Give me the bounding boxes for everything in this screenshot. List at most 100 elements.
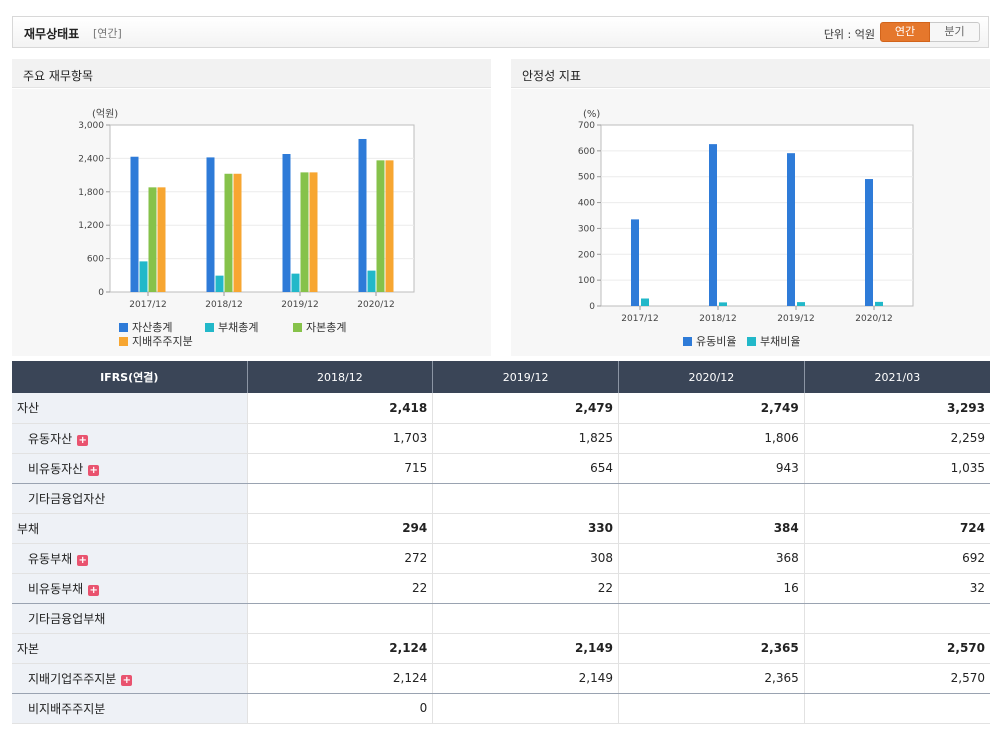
value-cell: 330 [432, 513, 619, 544]
financial-items-chart-panel: (억원) 3,000 2,400 1,800 1,200 600 0 2017/12 2018/… [12, 89, 491, 356]
value-cell: 368 [618, 543, 805, 574]
legend-swatch [293, 323, 302, 332]
x-tick-label: 2019/12 [777, 314, 814, 324]
row-label: 지배기업주주지분 [28, 671, 117, 686]
value-cell [618, 483, 805, 514]
value-cell: 2,570 [803, 633, 990, 664]
table-row: 자산 2,418 2,479 2,749 3,293 [12, 393, 990, 424]
bar-1 [130, 156, 139, 292]
balance-sheet-table: IFRS(연결) 2018/12 2019/12 2020/12 2021/03… [12, 361, 990, 724]
legend-item: 지배주주지분 [119, 333, 193, 349]
table-row: 유동부채 +272 308 368 692 [12, 543, 990, 574]
value-cell: 1,703 [246, 423, 433, 454]
bar-4 [233, 173, 242, 292]
y-tick-label: 400 [578, 199, 595, 209]
row-label-cell: 부채 [12, 513, 247, 544]
value-cell: 0 [246, 693, 433, 724]
value-cell: 2,259 [803, 423, 990, 454]
x-tick-label: 2020/12 [855, 314, 892, 324]
x-tick-label: 2019/12 [281, 300, 318, 310]
bar-1 [206, 157, 215, 292]
column-header: 2020/12 [618, 361, 805, 393]
table-row: 비유동부채 +22 22 16 32 [12, 573, 990, 604]
row-label-cell: 자산 [12, 393, 247, 424]
bar-3 [376, 160, 385, 292]
ifrs-header: IFRS(연결) [12, 361, 247, 393]
bar-2 [215, 275, 224, 292]
value-cell: 2,418 [246, 393, 433, 424]
row-label: 자본 [17, 641, 40, 656]
value-cell [803, 483, 990, 514]
left-panel-title: 주요 재무항목 [23, 69, 94, 83]
value-cell: 32 [803, 573, 990, 604]
row-label-cell: 유동자산 + [12, 423, 247, 454]
bar-1 [787, 153, 795, 306]
plot-area [600, 124, 914, 307]
x-tick-label: 2020/12 [357, 300, 394, 310]
legend-item: 유동비율 [683, 333, 736, 349]
value-cell: 2,149 [432, 663, 619, 694]
row-label-cell: 비유동자산 + [12, 453, 247, 484]
expand-plus-icon[interactable]: + [121, 674, 133, 686]
expand-plus-icon[interactable]: + [77, 434, 89, 446]
row-label: 부채 [17, 521, 40, 536]
row-label: 비지배주주지분 [28, 701, 106, 716]
value-cell: 2,124 [246, 633, 433, 664]
table-row: 비유동자산 +715 654 943 1,035 [12, 453, 990, 484]
value-cell: 724 [803, 513, 990, 544]
expand-plus-icon[interactable]: + [88, 584, 100, 596]
bar-3 [148, 187, 157, 292]
bar-3 [300, 172, 309, 292]
value-cell [246, 483, 433, 514]
bar-2 [875, 301, 883, 306]
value-cell: 1,806 [618, 423, 805, 454]
table-row: 자본 2,124 2,149 2,365 2,570 [12, 633, 990, 664]
bar-1 [865, 179, 873, 306]
y-tick-label: 3,000 [78, 121, 104, 131]
expand-plus-icon[interactable]: + [88, 464, 100, 476]
period-subtitle: [연간] [93, 27, 122, 40]
value-cell [618, 603, 805, 634]
value-cell [432, 693, 619, 724]
right-panel-header: 안정성 지표 [511, 59, 990, 88]
row-label-cell: 지배기업주주지분 + [12, 663, 247, 694]
value-cell: 294 [246, 513, 433, 544]
value-cell: 1,825 [432, 423, 619, 454]
legend-item: 자산총계 [119, 319, 172, 335]
value-cell: 692 [803, 543, 990, 574]
value-cell: 2,124 [246, 663, 433, 694]
table-row: 부채 294 330 384 724 [12, 513, 990, 544]
legend-swatch [205, 323, 214, 332]
unit-label: (억원) [92, 108, 118, 120]
quarter-toggle-button[interactable]: 분기 [930, 22, 980, 42]
bar-1 [282, 154, 291, 292]
value-cell [432, 483, 619, 514]
column-header: 2021/03 [803, 361, 990, 393]
legend-label: 자본총계 [306, 321, 347, 334]
value-cell [803, 693, 990, 724]
legend-item: 자본총계 [293, 319, 346, 335]
value-cell: 2,570 [803, 663, 990, 694]
y-tick-label: 600 [578, 147, 595, 157]
row-label: 자산 [17, 401, 40, 416]
value-cell: 272 [246, 543, 433, 574]
value-cell: 2,479 [432, 393, 619, 424]
row-label-cell: 유동부채 + [12, 543, 247, 574]
column-header: 2019/12 [432, 361, 619, 393]
value-cell: 384 [618, 513, 805, 544]
stability-chart-panel: (%) 700 600 500 400 300 200 100 0 2017/12 2018/12 2… [511, 89, 990, 356]
table-header-row: IFRS(연결) 2018/12 2019/12 2020/12 2021/03 [12, 361, 990, 393]
y-tick-label: 600 [87, 255, 104, 265]
bar-4 [157, 187, 166, 292]
bar-2 [139, 261, 148, 292]
table-row: 비지배주주지분 0 [12, 693, 990, 724]
annual-toggle-button[interactable]: 연간 [880, 22, 930, 42]
row-label-cell: 비지배주주지분 [12, 693, 247, 724]
value-cell: 22 [246, 573, 433, 604]
expand-plus-icon[interactable]: + [77, 554, 89, 566]
value-cell: 308 [432, 543, 619, 574]
y-tick-label: 300 [578, 224, 595, 234]
bar-4 [309, 172, 318, 292]
row-label: 비유동자산 [28, 461, 84, 476]
y-tick-label: 0 [589, 302, 595, 312]
